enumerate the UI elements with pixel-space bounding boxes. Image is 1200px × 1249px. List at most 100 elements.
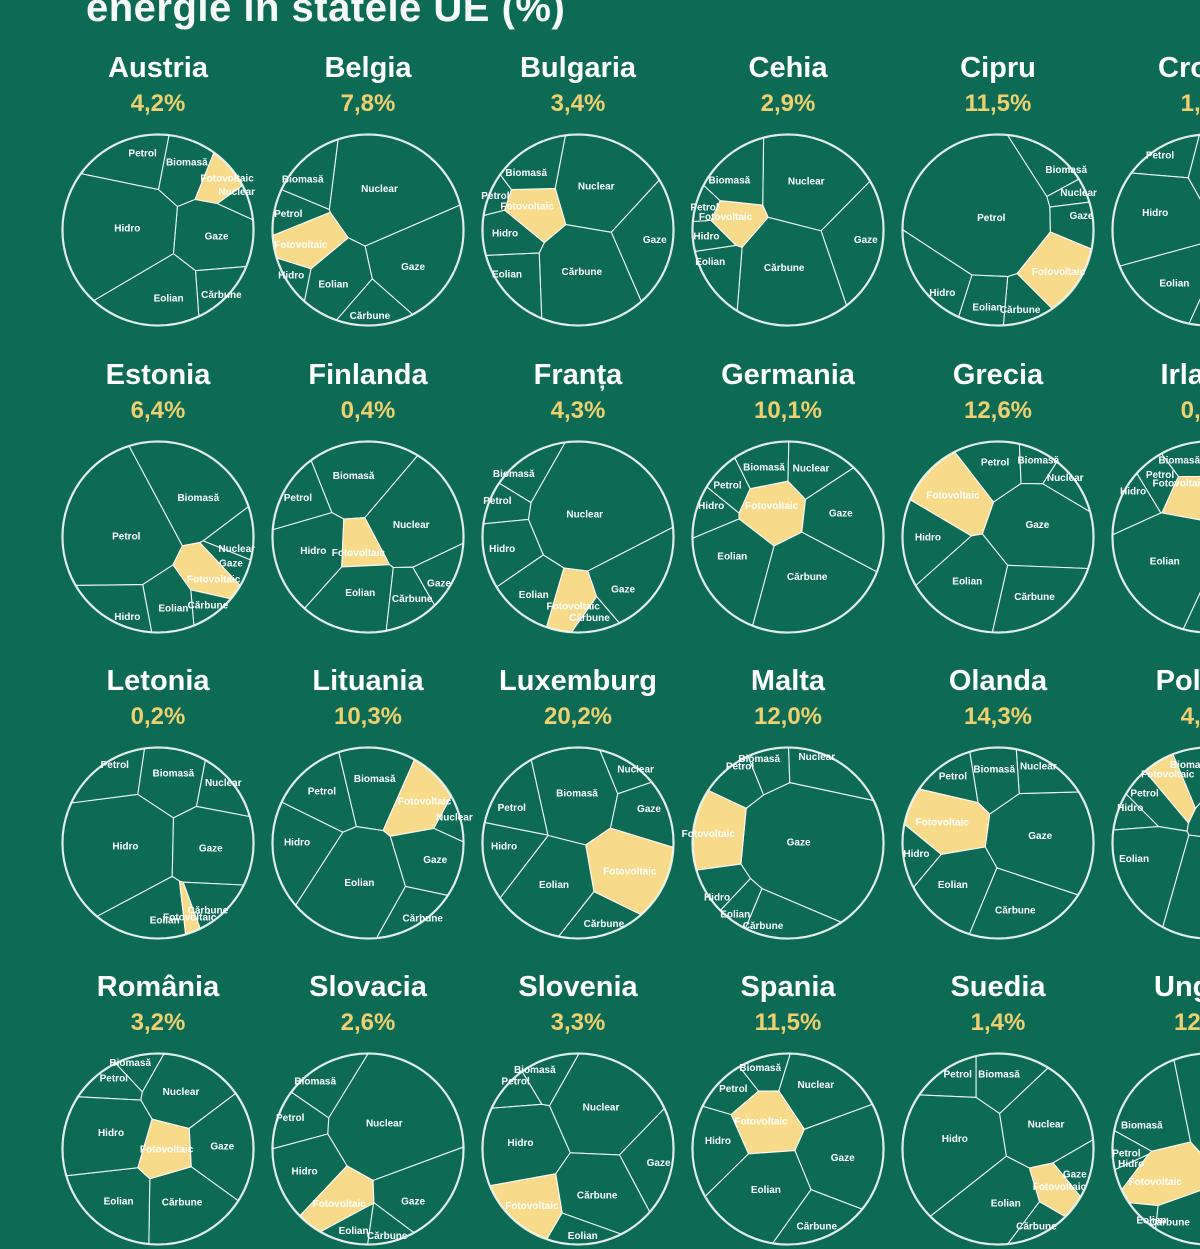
country-card: Suedia 1,4% Petrol Biomasă Hidro Nuclear Gaz… [893, 969, 1103, 1249]
chart-cell [1187, 134, 1200, 200]
country-card: Cipru 11,5% Petrol Biomasă Nuclear Gaze Foto… [893, 50, 1103, 330]
cell-label: Hidro [98, 1128, 124, 1139]
country-name: Franța [533, 359, 623, 391]
chart-cell [1007, 134, 1079, 198]
country-card: Franța 4,3% Nuclear Biomasă Petrol Hidro Eol… [473, 357, 683, 637]
country-name: Slovenia [518, 971, 638, 1003]
cell-label: Eolian [1150, 557, 1180, 568]
chart-cell [498, 442, 566, 504]
cell-label: Gaze [831, 1153, 855, 1164]
chart-cell [1119, 243, 1200, 324]
cell-label: Fotovoltaic [500, 202, 554, 213]
cell-label: Hidro [942, 1134, 968, 1145]
cell-label: Eolian [150, 915, 180, 926]
cell-label: Fotovoltaic [734, 1117, 788, 1128]
cell-label: Gaze [643, 235, 667, 246]
chart-cell [1186, 802, 1200, 838]
cell-label: Cărbune [162, 1197, 203, 1208]
cell-label: Eolian [345, 588, 375, 599]
energy-mix-voronoi-chart: Fotovoltaic Biomasă Nuclear Gaze Cărbune Eoli… [691, 440, 885, 634]
cell-label: Fotovoltaic [200, 174, 254, 185]
cell-label: Hidro [693, 231, 719, 242]
cell-label: Cărbune [1014, 592, 1055, 603]
chart-cell [389, 827, 464, 896]
country-name: Grecia [952, 359, 1044, 391]
chart-cell [499, 834, 595, 937]
cell-label: Cărbune [797, 1221, 838, 1232]
cell-label: Biomasă [973, 765, 1015, 776]
chart-cell [71, 748, 146, 804]
energy-mix-voronoi-chart: BiomasăPetrolHidroFotovoltaicEolianNucle… [1111, 440, 1200, 634]
chart-cell [801, 467, 884, 573]
energy-mix-voronoi-chart: Nuclear Gaze Cărbune Eolian Hidro PetrolFotov… [481, 133, 675, 327]
cell-label: Hidro [704, 892, 730, 903]
chart-cell [981, 482, 1094, 570]
page-title: energie în statele UE (%) [86, 0, 566, 30]
cell-label: Eolian [717, 552, 747, 563]
chart-cell [327, 1053, 464, 1182]
chart-cell [902, 229, 973, 318]
cell-label: Cărbune [367, 1231, 408, 1242]
cell-label: Gaze [205, 231, 229, 242]
chart-cell [304, 564, 394, 633]
chart-cell [62, 173, 178, 301]
country-name: Malta [750, 665, 826, 697]
chart-cell [295, 826, 406, 939]
solar-share-value: 4,7% [1180, 703, 1200, 730]
cell-label: Nuclear [578, 181, 615, 192]
chart-cell [778, 1053, 873, 1130]
cell-label: Gaze [210, 1142, 234, 1153]
solar-share-value: 3,3% [550, 1009, 606, 1036]
chart-cell [1046, 178, 1090, 208]
cell-label: Nuclear [1020, 762, 1057, 773]
solar-share-value: 0,6% [1180, 397, 1200, 424]
chart-cell [745, 888, 842, 939]
cell-label: Biomasă [1045, 165, 1087, 176]
cell-label: Hidro [705, 1136, 731, 1147]
solar-share-value: 7,8% [340, 90, 396, 117]
cell-label: Nuclear [566, 510, 603, 521]
chart-cell [1112, 473, 1162, 536]
solar-share-value: 3,4% [550, 90, 606, 117]
cell-label: Eolian [519, 590, 549, 601]
cell-label: Biomasă [1121, 1121, 1163, 1132]
solar-share-value: 3,2% [130, 1009, 186, 1036]
cell-label: Biomasă [493, 469, 535, 480]
country-card: Spania 11,5% Biomasă Nuclear Petrol Fotovol… [683, 969, 893, 1249]
chart-cell [548, 1053, 665, 1156]
cell-label: Nuclear [793, 463, 830, 474]
country-name: Germania [721, 359, 855, 391]
cell-label: Cărbune [1016, 1221, 1057, 1232]
solar-share-value: 4,3% [550, 397, 606, 424]
cell-label: Petrol [276, 1113, 305, 1124]
cell-label: Nuclear [797, 1080, 834, 1091]
cell-label: Cărbune [188, 601, 229, 612]
cell-label: Hidro [491, 841, 517, 852]
chart-cell [788, 747, 874, 801]
country-name: România [96, 971, 220, 1003]
cell-label: Cărbune [201, 290, 242, 301]
country-card: România 3,2% Biomasă Petrol Nuclear Gaze Căr… [53, 969, 263, 1249]
country-name: Belgia [324, 52, 412, 84]
cell-label: Biomasă [109, 1058, 151, 1069]
chart-outline-circle [61, 746, 255, 940]
cell-label: Petrol [498, 803, 527, 814]
cell-label: Gaze [647, 1158, 671, 1169]
chart-cell [482, 209, 545, 256]
chart-outline-circle [1111, 1052, 1200, 1246]
chart-cell [482, 518, 544, 588]
cell-label: Nuclear [205, 778, 242, 789]
cell-label: Hidro [284, 838, 310, 849]
cell-label: Cărbune [787, 572, 828, 583]
chart-outline-circle [271, 440, 465, 634]
cell-label: Eolian [720, 910, 750, 921]
chart-outline-circle [901, 746, 1095, 940]
chart-cell [62, 1096, 153, 1177]
cell-label: Nuclear [366, 1119, 403, 1130]
cell-label: Hidro [929, 288, 955, 299]
cell-label: Eolian [1159, 278, 1189, 289]
chart-cell [484, 759, 549, 836]
cell-label: Biomasă [556, 789, 598, 800]
chart-outline-circle [61, 440, 255, 634]
